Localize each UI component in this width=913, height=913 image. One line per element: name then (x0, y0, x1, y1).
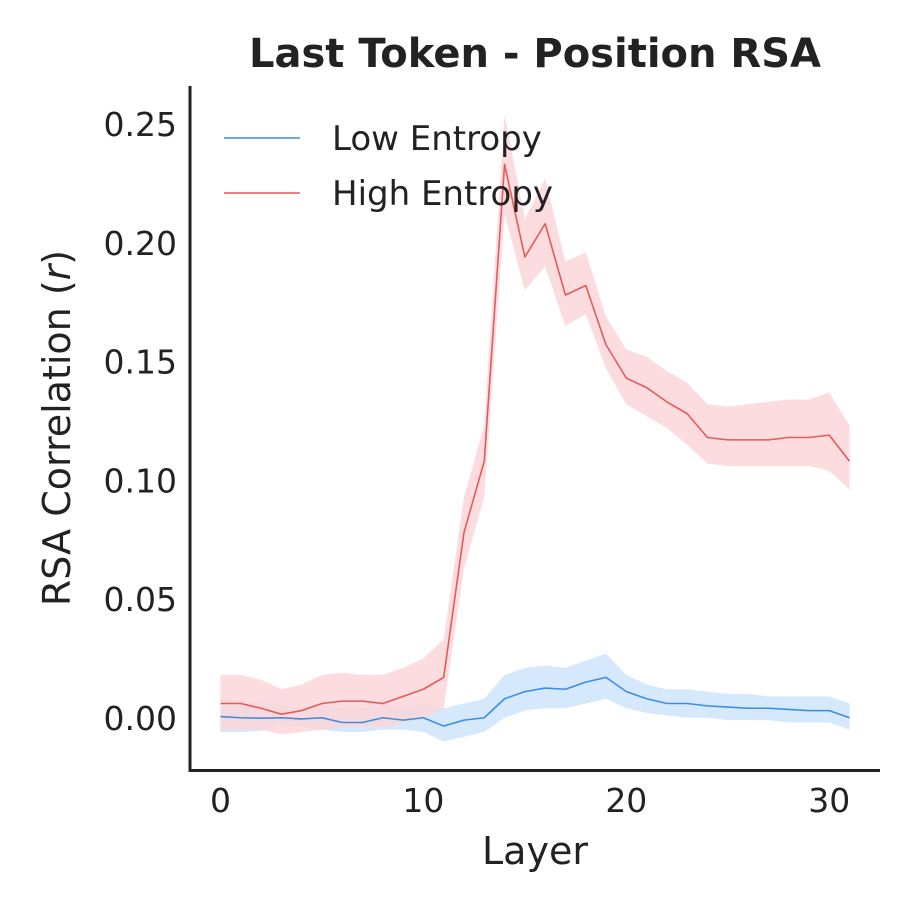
series-lines (220, 163, 851, 727)
y-axis-label-close: ) (35, 250, 79, 265)
y-tick-label: 0.05 (104, 580, 177, 619)
x-axis-label: Layer (482, 829, 588, 873)
y-tick-label: 0.20 (104, 224, 177, 263)
band-high-entropy (220, 114, 850, 735)
y-axis-ticks: 0.00 0.05 0.10 0.15 0.20 0.25 (104, 105, 177, 738)
x-tick-label: 30 (808, 781, 850, 820)
x-axis-ticks: 0 10 20 30 (210, 781, 850, 820)
x-tick-label: 20 (605, 781, 647, 820)
y-axis-label-main: RSA Correlation ( (35, 280, 79, 606)
line-low-entropy (220, 676, 850, 727)
line-high-entropy (220, 163, 851, 715)
y-tick-label: 0.15 (104, 343, 177, 382)
y-tick-label: 0.00 (104, 699, 177, 738)
legend: Low Entropy High Entropy (224, 119, 553, 214)
x-tick-label: 10 (402, 781, 444, 820)
y-tick-label: 0.25 (104, 105, 177, 144)
legend-label-high-entropy: High Entropy (332, 174, 553, 214)
y-axis-label-var: r (35, 262, 79, 280)
chart-title: Last Token - Position RSA (249, 31, 821, 77)
legend-label-low-entropy: Low Entropy (332, 119, 542, 159)
y-axis-label: RSA Correlation (r) (35, 250, 79, 606)
y-tick-label: 0.10 (104, 461, 177, 500)
x-tick-label: 0 (210, 781, 231, 820)
